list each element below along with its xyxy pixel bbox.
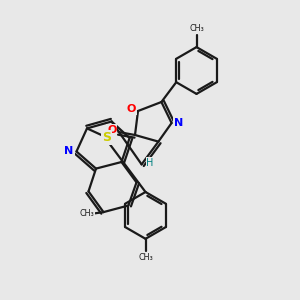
Text: H: H [146,158,154,168]
Text: O: O [107,124,117,135]
Text: CH₃: CH₃ [80,209,94,218]
Text: N: N [174,118,183,128]
Text: CH₃: CH₃ [189,24,204,33]
Text: N: N [64,146,74,157]
Text: O: O [127,104,136,115]
Text: CH₃: CH₃ [138,253,153,262]
Text: S: S [102,131,111,144]
